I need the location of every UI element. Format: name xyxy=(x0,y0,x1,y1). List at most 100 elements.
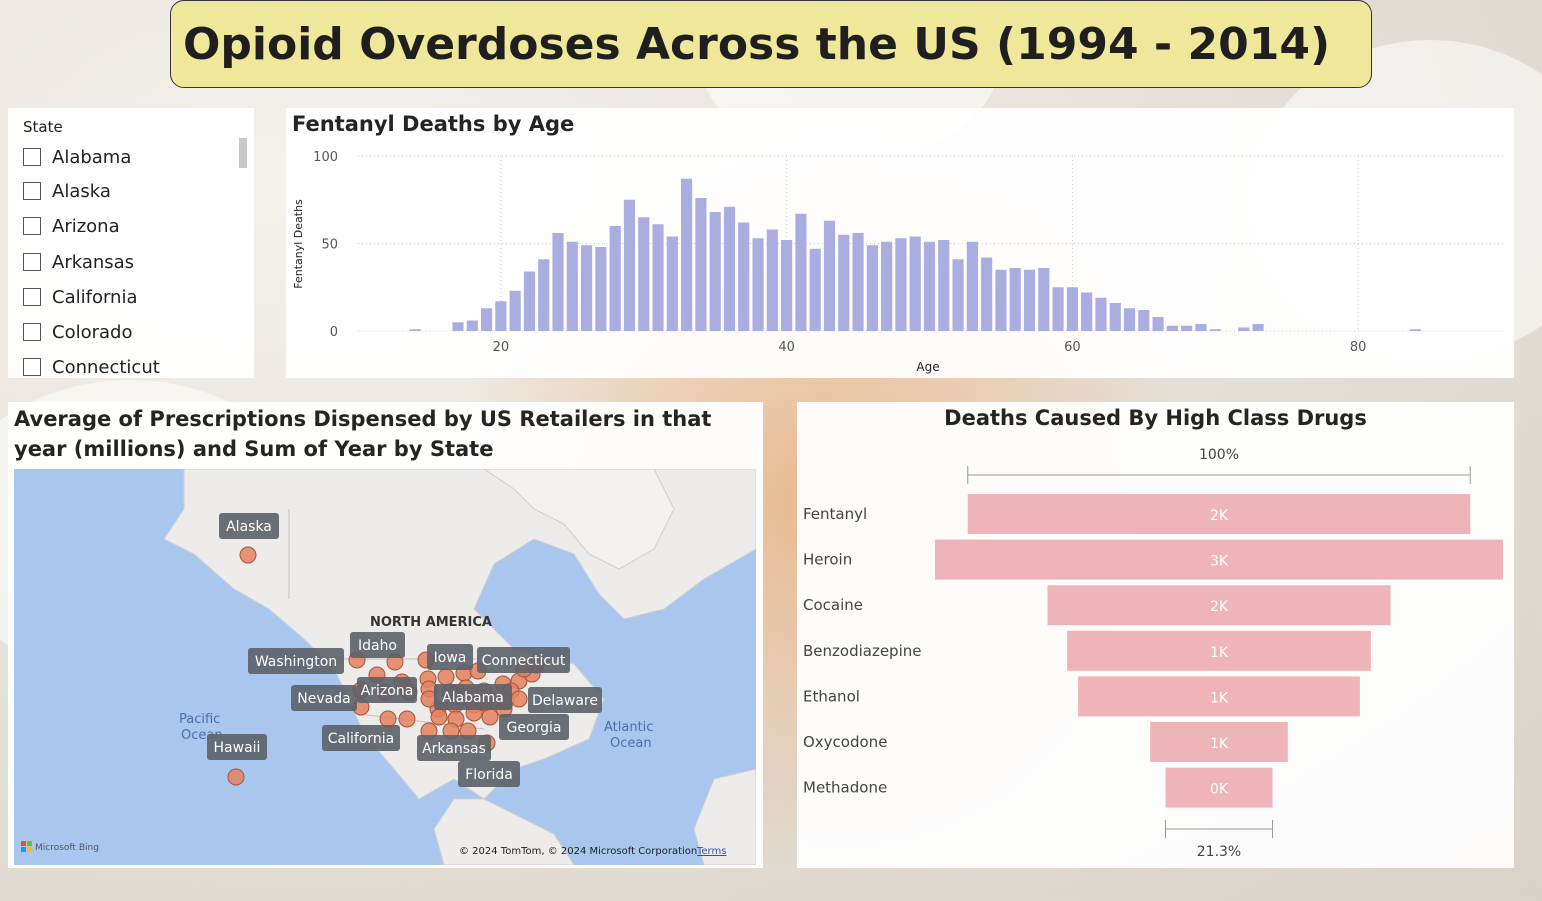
hist-bar[interactable] xyxy=(909,236,921,332)
hist-bar[interactable] xyxy=(966,241,978,331)
hist-bar[interactable] xyxy=(838,234,850,331)
slicer-item-colorado[interactable]: Colorado xyxy=(23,320,132,344)
hist-bar[interactable] xyxy=(552,233,564,331)
state-bubble[interactable] xyxy=(239,546,257,564)
hist-bar[interactable] xyxy=(495,301,507,331)
hist-bar[interactable] xyxy=(509,290,521,331)
slicer-item-california[interactable]: California xyxy=(23,285,137,309)
slicer-scrollbar[interactable] xyxy=(239,138,247,168)
hist-bar[interactable] xyxy=(795,213,807,331)
hist-bar[interactable] xyxy=(538,259,550,331)
bing-logo-square xyxy=(21,847,26,852)
funnel-category-label: Cocaine xyxy=(803,596,863,614)
state-bubble[interactable] xyxy=(430,708,448,726)
state-bubble[interactable] xyxy=(227,768,245,786)
hist-bar[interactable] xyxy=(1166,325,1178,331)
hist-bar[interactable] xyxy=(1123,308,1136,331)
slicer-item-connecticut[interactable]: Connecticut xyxy=(23,355,160,378)
map-canvas[interactable]: NORTH AMERICA Pacific Ocean Atlantic Oce… xyxy=(14,469,756,865)
hist-bar[interactable] xyxy=(666,236,678,332)
hist-bar[interactable] xyxy=(1195,324,1207,331)
hist-bar[interactable] xyxy=(1052,287,1064,331)
funnel-bar[interactable] xyxy=(1067,630,1371,671)
checkbox[interactable] xyxy=(23,182,41,200)
hist-bar[interactable] xyxy=(738,222,750,332)
state-bubble[interactable] xyxy=(398,710,416,728)
hist-bar[interactable] xyxy=(709,212,721,331)
hist-bar[interactable] xyxy=(1209,329,1221,331)
hist-bar[interactable] xyxy=(766,229,778,332)
hist-bar[interactable] xyxy=(1252,324,1264,331)
state-label-box xyxy=(207,734,267,760)
checkbox[interactable] xyxy=(23,148,41,166)
slicer-item-alaska[interactable]: Alaska xyxy=(23,179,111,203)
hist-bar[interactable] xyxy=(695,198,707,331)
funnel-bar[interactable] xyxy=(1150,722,1288,762)
slicer-item-alabama[interactable]: Alabama xyxy=(23,145,131,169)
hist-bar[interactable] xyxy=(1409,329,1421,331)
hist-bar[interactable] xyxy=(1138,310,1150,331)
funnel-category-label: Benzodiazepine xyxy=(803,642,921,660)
checkbox[interactable] xyxy=(23,323,41,341)
hist-bar[interactable] xyxy=(1095,297,1107,331)
hist-bar[interactable] xyxy=(452,322,464,331)
region-label: NORTH AMERICA xyxy=(370,615,492,630)
hist-bar[interactable] xyxy=(809,248,821,331)
funnel-bar[interactable] xyxy=(967,494,1471,534)
hist-bar[interactable] xyxy=(938,240,950,331)
hist-ytick-label: 100 xyxy=(313,150,338,165)
state-label-box xyxy=(248,648,344,674)
hist-bar[interactable] xyxy=(1023,269,1036,331)
hist-bar[interactable] xyxy=(981,257,993,332)
hist-bar[interactable] xyxy=(1181,325,1193,331)
funnel-bar[interactable] xyxy=(1078,676,1360,717)
hist-bar[interactable] xyxy=(1009,268,1021,331)
hist-bar[interactable] xyxy=(1152,317,1164,331)
hist-bar[interactable] xyxy=(923,241,936,331)
hist-bar[interactable] xyxy=(681,178,693,331)
hist-bar[interactable] xyxy=(595,247,607,331)
hist-bar[interactable] xyxy=(466,320,478,332)
hist-bar[interactable] xyxy=(781,240,793,331)
hist-bar[interactable] xyxy=(409,329,421,331)
greenland-land xyxy=(483,469,675,570)
slicer-item-arizona[interactable]: Arizona xyxy=(23,214,120,238)
checkbox[interactable] xyxy=(23,358,41,376)
hist-bar[interactable] xyxy=(881,241,893,331)
hist-bar[interactable] xyxy=(481,308,493,331)
map-svg: NORTH AMERICA Pacific Ocean Atlantic Oce… xyxy=(21,469,756,865)
hist-bar[interactable] xyxy=(1109,303,1121,331)
funnel-top-bracket xyxy=(967,466,1471,484)
funnel-bar[interactable] xyxy=(1165,767,1273,808)
hist-bar[interactable] xyxy=(581,245,593,331)
hist-bar[interactable] xyxy=(952,259,964,331)
funnel-title: Deaths Caused By High Class Drugs xyxy=(944,406,1367,430)
map-terms-link[interactable]: Terms xyxy=(696,846,726,857)
funnel-bar[interactable] xyxy=(935,539,1503,580)
checkbox[interactable] xyxy=(23,288,41,306)
hist-bar[interactable] xyxy=(1038,268,1050,331)
hist-bar[interactable] xyxy=(1238,327,1250,332)
slicer-item-arkansas[interactable]: Arkansas xyxy=(23,250,134,274)
hist-bar[interactable] xyxy=(638,217,650,331)
hist-bar[interactable] xyxy=(895,238,907,331)
state-bubble[interactable] xyxy=(510,690,528,708)
checkbox[interactable] xyxy=(23,217,41,235)
checkbox[interactable] xyxy=(23,253,41,271)
hist-bar[interactable] xyxy=(623,199,636,331)
hist-bar[interactable] xyxy=(752,238,764,331)
hist-bar[interactable] xyxy=(723,206,736,331)
hist-bar[interactable] xyxy=(866,245,878,331)
hist-bar[interactable] xyxy=(852,233,864,331)
hist-bar[interactable] xyxy=(823,220,836,331)
funnel-bar[interactable] xyxy=(1047,585,1391,626)
state-bubble[interactable] xyxy=(379,710,397,728)
hist-bar[interactable] xyxy=(652,224,664,331)
hist-bar[interactable] xyxy=(1066,287,1078,331)
hist-bar[interactable] xyxy=(523,271,536,332)
hist-bar[interactable] xyxy=(566,241,578,331)
hist-bar[interactable] xyxy=(995,269,1007,331)
hist-bar[interactable] xyxy=(1081,292,1093,332)
state-bubble[interactable] xyxy=(437,668,455,686)
hist-bar[interactable] xyxy=(609,226,621,331)
